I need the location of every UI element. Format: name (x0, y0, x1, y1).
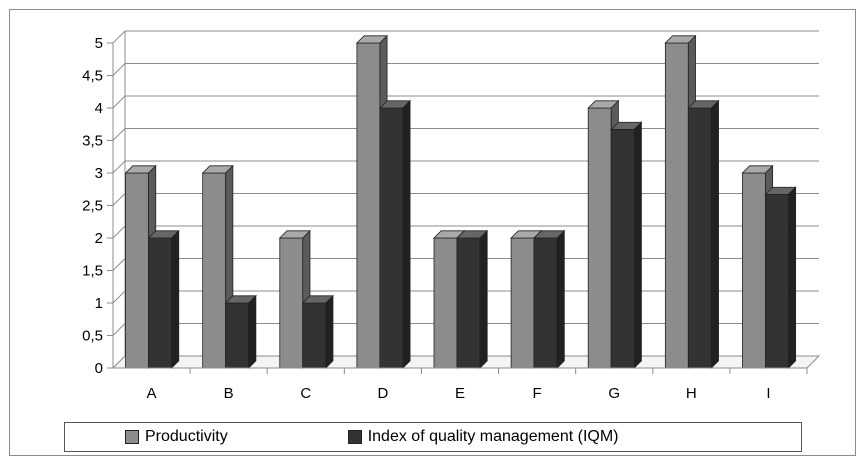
y-tick-label: 0 (95, 360, 103, 377)
gridline-depth (112, 128, 126, 141)
y-tick-label: 4 (95, 100, 103, 117)
y-tick-label: 3,5 (82, 133, 103, 150)
y-tick-label: 4,5 (82, 68, 103, 85)
x-tick-label: I (766, 385, 770, 402)
x-tick-label: G (608, 385, 620, 402)
gridline-depth (112, 258, 126, 271)
x-tick-label: B (224, 385, 234, 402)
x-tick-label: C (300, 385, 311, 402)
y-axis-ticks: 0 0,5 1 1,5 2 2,5 3 3,5 4 4,5 5 (82, 35, 114, 377)
y-tick-label: 2,5 (82, 198, 103, 215)
x-tick-label: A (147, 385, 157, 402)
legend-swatch-iqm (347, 430, 362, 444)
gridline-depth (112, 323, 126, 336)
legend-item-productivity: Productivity (125, 428, 228, 446)
gridline-depth (112, 63, 126, 76)
y-tick-label: 1 (95, 295, 103, 312)
y-tick-label: 5 (95, 35, 103, 52)
bar-iqm-I (764, 186, 797, 369)
gridline-depth (112, 95, 126, 109)
gridline-depth (112, 225, 126, 239)
bar-iqm-A (147, 229, 180, 369)
legend: Productivity Index of quality management… (64, 422, 802, 452)
bar-iqm-E (456, 229, 489, 369)
gridline-depth (112, 193, 126, 206)
x-axis-ticks: A B C D E F G H I (113, 367, 808, 402)
gridline-depth (112, 30, 126, 44)
x-tick-label: H (686, 385, 697, 402)
legend-label-iqm: Index of quality management (IQM) (367, 428, 619, 445)
gridline-depth (112, 160, 126, 174)
gridline-depth (112, 290, 126, 304)
x-tick-label: D (377, 385, 388, 402)
bar-iqm-D (378, 99, 412, 369)
y-tick-label: 3 (95, 165, 103, 182)
legend-item-iqm: Index of quality management (IQM) (347, 428, 619, 446)
y-tick-label: 0,5 (82, 328, 103, 345)
bar-iqm-F (533, 229, 566, 369)
y-tick-label: 1,5 (82, 263, 103, 280)
legend-swatch-productivity (125, 430, 139, 444)
x-tick-label: E (455, 385, 465, 402)
bar-iqm-B (224, 294, 257, 369)
x-tick-label: F (533, 385, 542, 402)
bar-iqm-H (687, 99, 720, 369)
bars (124, 34, 797, 369)
bar-iqm-C (301, 294, 334, 369)
legend-label-productivity: Productivity (145, 428, 228, 445)
bar-iqm-G (610, 121, 643, 369)
y-tick-label: 2 (95, 230, 103, 247)
